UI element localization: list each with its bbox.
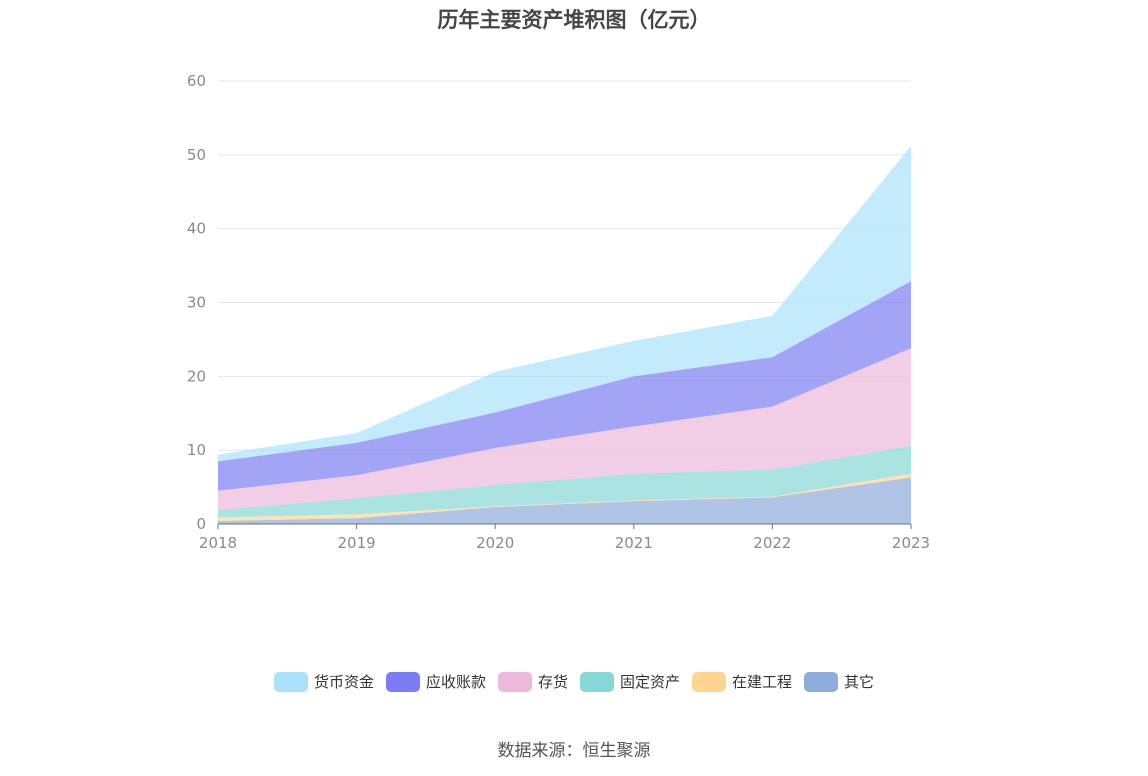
y-tick-label: 30 xyxy=(187,294,206,312)
legend-item[interactable]: 存货 xyxy=(497,671,568,692)
area-series-2 xyxy=(218,445,911,518)
legend: 货币资金 应收账款 存货 固定资产 在建工程 其它 xyxy=(0,671,1148,692)
legend-swatch xyxy=(804,671,839,692)
legend-item[interactable]: 其它 xyxy=(804,671,874,692)
legend-item[interactable]: 固定资产 xyxy=(580,671,680,692)
area-series-layer xyxy=(218,145,911,524)
area-series-3 xyxy=(218,348,911,510)
x-tick-label: 2020 xyxy=(476,534,514,552)
x-tick-label: 2022 xyxy=(753,534,791,552)
legend-swatch xyxy=(497,671,532,692)
x-tick-label: 2021 xyxy=(615,534,653,552)
legend-swatch xyxy=(692,671,727,692)
legend-item[interactable]: 在建工程 xyxy=(692,671,792,692)
x-tick-label: 2018 xyxy=(199,534,237,552)
y-tick-label: 0 xyxy=(196,515,206,533)
y-tick-label: 10 xyxy=(187,441,206,459)
legend-swatch xyxy=(385,671,420,692)
legend-item[interactable]: 货币资金 xyxy=(273,671,374,692)
legend-label: 存货 xyxy=(537,673,568,691)
area-series-4 xyxy=(218,281,911,491)
x-tick-label: 2023 xyxy=(892,534,930,552)
y-tick-label: 40 xyxy=(187,220,206,238)
data-source-note: 数据来源：恒生聚源 xyxy=(497,741,651,761)
axes: 0 10 20 30 40 50 60 2018 2019 2020 2021 2022 2023 xyxy=(187,72,930,552)
y-tick-label: 50 xyxy=(187,146,206,164)
legend-label: 在建工程 xyxy=(732,673,793,691)
legend-label: 货币资金 xyxy=(313,673,374,691)
chart-title: 历年主要资产堆积图（亿元） xyxy=(437,8,711,32)
legend-label: 应收账款 xyxy=(425,673,486,691)
area-series-1 xyxy=(218,473,911,522)
legend-label: 固定资产 xyxy=(620,673,681,691)
y-tick-label: 20 xyxy=(187,367,206,385)
area-series-0 xyxy=(218,477,911,524)
y-tick-label: 60 xyxy=(187,72,206,90)
x-tick-label: 2019 xyxy=(338,534,376,552)
legend-item[interactable]: 应收账款 xyxy=(385,671,486,692)
legend-label: 其它 xyxy=(844,673,875,691)
legend-swatch xyxy=(273,671,308,692)
legend-swatch xyxy=(580,671,614,692)
